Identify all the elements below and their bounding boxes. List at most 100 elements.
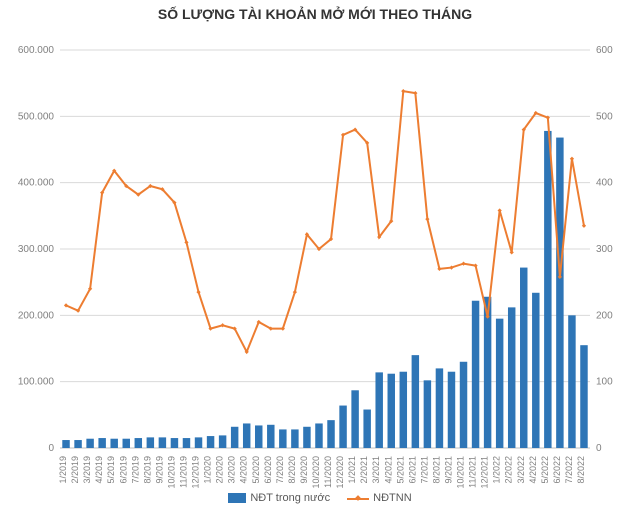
svg-text:10/2020: 10/2020	[311, 456, 321, 489]
svg-text:200.000: 200.000	[18, 310, 55, 321]
svg-text:4/2019: 4/2019	[94, 456, 104, 484]
bar	[267, 425, 274, 448]
svg-text:5/2021: 5/2021	[395, 456, 405, 484]
svg-text:300.000: 300.000	[18, 244, 55, 255]
bar	[183, 438, 190, 448]
legend-bar-swatch	[228, 493, 246, 503]
svg-text:1/2019: 1/2019	[58, 456, 68, 484]
svg-text:1/2022: 1/2022	[492, 456, 502, 484]
svg-text:100: 100	[596, 377, 613, 388]
bar	[448, 372, 455, 448]
svg-text:600: 600	[596, 45, 613, 56]
svg-text:3/2022: 3/2022	[516, 456, 526, 484]
bar	[279, 429, 286, 448]
bar	[363, 410, 370, 448]
svg-text:400.000: 400.000	[18, 178, 55, 189]
bar	[86, 439, 93, 448]
bar	[472, 301, 479, 448]
bar	[291, 429, 298, 448]
svg-text:11/2019: 11/2019	[178, 456, 188, 488]
svg-text:0: 0	[48, 443, 54, 454]
svg-text:7/2020: 7/2020	[275, 456, 285, 484]
svg-text:6/2019: 6/2019	[118, 456, 128, 484]
bar	[351, 390, 358, 448]
svg-text:12/2020: 12/2020	[335, 456, 345, 489]
svg-text:8/2022: 8/2022	[576, 456, 586, 484]
line-series	[66, 91, 584, 352]
legend-line-swatch	[347, 493, 369, 503]
svg-text:4/2021: 4/2021	[383, 456, 393, 484]
svg-text:5/2020: 5/2020	[251, 456, 261, 484]
chart-svg: 0 0 100.000 100 200.000 200 300.000 300 400.000 4…	[0, 0, 630, 506]
line-marker	[570, 157, 574, 161]
bar	[436, 368, 443, 448]
bar	[568, 315, 575, 448]
bar	[219, 435, 226, 448]
svg-text:0: 0	[596, 443, 602, 454]
bar	[424, 380, 431, 448]
svg-text:6/2022: 6/2022	[552, 456, 562, 484]
bar	[508, 307, 515, 448]
bar	[484, 297, 491, 448]
bar	[147, 437, 154, 448]
svg-text:3/2021: 3/2021	[371, 456, 381, 484]
svg-text:2/2021: 2/2021	[359, 456, 369, 484]
svg-text:100.000: 100.000	[18, 377, 55, 388]
bar	[98, 438, 105, 448]
bar	[255, 425, 262, 448]
svg-text:2/2022: 2/2022	[504, 456, 514, 484]
bar	[171, 438, 178, 448]
legend-line-label: NĐTNN	[373, 492, 412, 504]
line-marker	[582, 224, 586, 228]
svg-text:200: 200	[596, 310, 613, 321]
svg-text:300: 300	[596, 244, 613, 255]
legend: NĐT trong nước NĐTNN	[0, 492, 630, 504]
svg-text:1/2021: 1/2021	[347, 456, 357, 484]
bar	[339, 406, 346, 448]
svg-text:3/2020: 3/2020	[227, 456, 237, 484]
svg-text:11/2021: 11/2021	[468, 456, 478, 488]
bar	[315, 423, 322, 448]
bar	[207, 436, 214, 448]
bar	[412, 355, 419, 448]
bar	[195, 437, 202, 448]
bar	[123, 439, 130, 448]
bar	[74, 440, 81, 448]
svg-text:4/2020: 4/2020	[239, 456, 249, 484]
svg-text:12/2021: 12/2021	[480, 456, 490, 489]
svg-text:600.000: 600.000	[18, 45, 55, 56]
bar	[496, 319, 503, 448]
svg-text:10/2021: 10/2021	[456, 456, 466, 489]
bar	[327, 420, 334, 448]
line-marker	[413, 91, 417, 95]
svg-text:7/2021: 7/2021	[419, 456, 429, 484]
svg-text:8/2019: 8/2019	[142, 456, 152, 484]
svg-text:9/2020: 9/2020	[299, 456, 309, 484]
bar	[532, 293, 539, 448]
bar	[243, 423, 250, 448]
line-marker	[220, 323, 224, 327]
line-marker	[401, 89, 405, 93]
svg-text:8/2020: 8/2020	[287, 456, 297, 484]
svg-text:5/2019: 5/2019	[106, 456, 116, 484]
svg-text:6/2021: 6/2021	[407, 456, 417, 484]
bar	[400, 372, 407, 448]
bar	[556, 138, 563, 448]
svg-text:4/2022: 4/2022	[528, 456, 538, 484]
line-marker	[437, 267, 441, 271]
svg-text:8/2021: 8/2021	[431, 456, 441, 484]
svg-text:2/2020: 2/2020	[215, 456, 225, 484]
svg-text:2/2019: 2/2019	[70, 456, 80, 484]
svg-text:5/2022: 5/2022	[540, 456, 550, 484]
bar	[62, 440, 69, 448]
svg-text:3/2019: 3/2019	[82, 456, 92, 484]
chart-container: SỐ LƯỢNG TÀI KHOẢN MỞ MỚI THEO THÁNG 001…	[0, 0, 630, 506]
bar	[460, 362, 467, 448]
svg-text:400: 400	[596, 178, 613, 189]
svg-text:9/2019: 9/2019	[154, 456, 164, 484]
line-marker	[498, 208, 502, 212]
svg-text:7/2022: 7/2022	[564, 456, 574, 484]
bar	[520, 268, 527, 448]
bar	[580, 345, 587, 448]
bar	[231, 427, 238, 448]
